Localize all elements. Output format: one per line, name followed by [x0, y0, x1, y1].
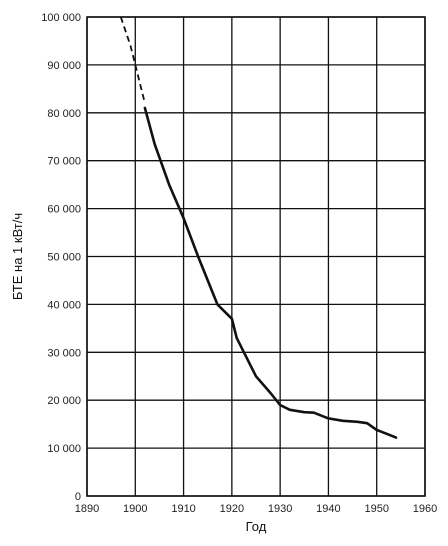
- y-tick-label: 50 000: [47, 252, 81, 264]
- y-axis-label: БТЕ на 1 кВт/ч: [10, 213, 25, 300]
- x-axis-label: Год: [246, 519, 267, 534]
- x-tick-label: 1900: [123, 503, 147, 515]
- series-line: [143, 106, 398, 439]
- y-tick-label: 60 000: [47, 204, 81, 216]
- y-tick-label: 80 000: [47, 108, 81, 120]
- x-tick-label: 1910: [171, 503, 195, 515]
- y-tick-labels: 0 10 000 20 000 30 000 40 000 50 000 60 000 70 …: [41, 12, 81, 503]
- y-tick-label: 70 000: [47, 156, 81, 168]
- series-line-dashed: [119, 16, 146, 104]
- y-tick-label: 30 000: [47, 347, 81, 359]
- x-tick-label: 1920: [220, 503, 244, 515]
- plot-frame: [86, 16, 426, 497]
- grid: [86, 16, 426, 497]
- x-tick-label: 1960: [413, 503, 437, 515]
- y-tick-label: 20 000: [47, 395, 81, 407]
- series-layer: [119, 16, 398, 439]
- y-tick-label: 40 000: [47, 299, 81, 311]
- x-tick-label: 1950: [364, 503, 388, 515]
- y-tick-label: 0: [75, 491, 81, 503]
- y-tick-label: 10 000: [47, 443, 81, 455]
- x-tick-label: 1940: [316, 503, 340, 515]
- x-tick-labels: 1890 1900 1910 1920 1930 1940 1950 1960: [75, 503, 437, 515]
- x-tick-label: 1890: [75, 503, 99, 515]
- y-tick-label: 90 000: [47, 60, 81, 72]
- x-tick-label: 1930: [268, 503, 292, 515]
- y-tick-label: 100 000: [41, 12, 81, 24]
